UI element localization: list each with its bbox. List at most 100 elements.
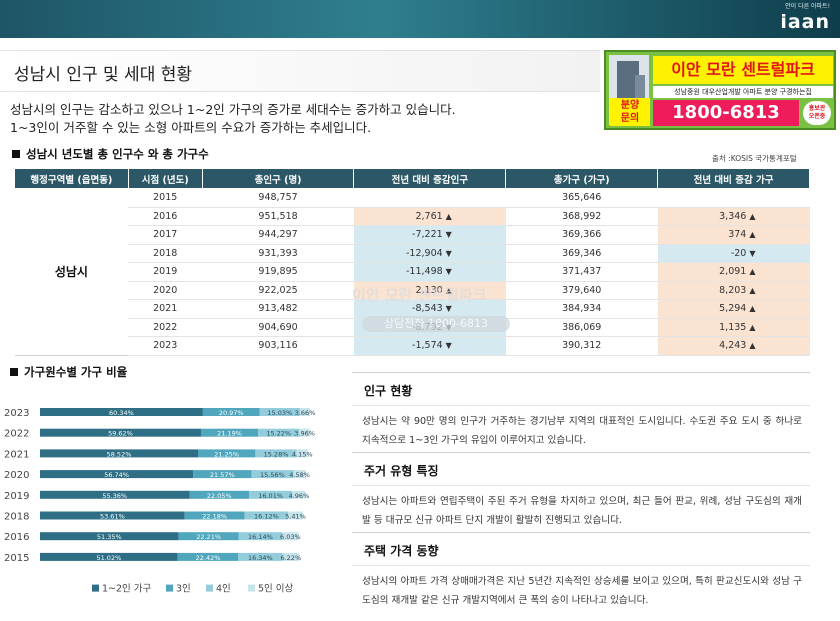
- chart-data-label: 15.22%: [266, 430, 291, 438]
- chart-data-label: 22.05%: [207, 492, 232, 500]
- pop-change-value: -7,221: [412, 229, 443, 241]
- chart-data-label: 51.35%: [97, 533, 122, 541]
- pop-change-value: -11,498: [406, 266, 443, 278]
- ad-badge: 홍보관 오픈중: [803, 101, 831, 125]
- chart-category-label: 2015: [4, 553, 29, 564]
- ad-complex-name: 이안 모란 센트럴파크: [653, 56, 833, 84]
- year-cell: 2017: [128, 225, 203, 245]
- chart-category-label: 2019: [4, 491, 29, 502]
- chart-bar-segment: [293, 470, 306, 479]
- triangle-up-icon: ▲: [749, 230, 756, 240]
- legend-swatch: [166, 584, 173, 592]
- watermark-phone: 상담전화 1800-6813: [362, 316, 510, 332]
- pop-change-value: -8,543: [412, 303, 443, 315]
- info-header-housing-type: 주거 유형 특징: [352, 452, 810, 486]
- chart-bar-segment: [193, 470, 252, 479]
- triangle-down-icon: ▼: [445, 341, 452, 351]
- brand-logo[interactable]: 안이 다른 아파트! iaan: [758, 3, 830, 35]
- table-row: 2021 913,482 -8,543 ▼ 384,934 5,294 ▲: [15, 299, 810, 319]
- pop-change-value: -1,574: [412, 340, 443, 352]
- chart-data-label: 4.58%: [289, 471, 310, 479]
- chart-data-label: 55.36%: [102, 492, 127, 500]
- chart-bar-segment: [202, 408, 260, 416]
- hh-change-cell: 2,091 ▲: [657, 262, 810, 282]
- header-pop-change: 전년 대비 증감인구: [353, 168, 507, 189]
- hh-change-cell: 8,203 ▲: [657, 281, 810, 300]
- hh-change-cell: 1,135 ▲: [657, 318, 810, 337]
- ad-phone-number[interactable]: 1800-6813: [653, 100, 799, 126]
- info-header-population: 인구 현황: [352, 372, 810, 406]
- chart-data-label: 21.57%: [210, 471, 235, 479]
- population-cell: 931,393: [202, 244, 354, 263]
- population-cell: 951,518: [202, 207, 354, 226]
- title-bar: 성남시 인구 및 세대 현황: [0, 50, 600, 92]
- population-cell: 903,116: [202, 336, 354, 356]
- households-cell: 371,437: [505, 262, 658, 282]
- pop-change-cell: -7,221 ▼: [353, 225, 506, 245]
- households-cell: 369,346: [505, 244, 658, 263]
- chart-section-title: 가구원수별 가구 비율: [24, 365, 128, 379]
- brand-tagline: 안이 다른 아파트!: [785, 3, 830, 10]
- triangle-up-icon: ▲: [749, 267, 756, 277]
- chart-data-label: 53.61%: [100, 513, 125, 521]
- chart-bar-segment: [238, 532, 283, 541]
- chart-bar-segment: [244, 511, 289, 520]
- chart-data-label: 4.15%: [292, 450, 313, 458]
- hh-change-value: 4,243: [719, 340, 747, 352]
- watermark: 이안 모란 센트럴파크 상담전화 1800-6813: [352, 282, 520, 334]
- chart-data-label: 6.03%: [280, 533, 301, 541]
- info-body-price-trend: 성남시의 아파트 가격 상매매가격은 지난 5년간 지속적인 상승세를 보이고 …: [362, 576, 802, 606]
- header-households: 총가구 (가구): [505, 168, 659, 189]
- hh-change-value: 2,091: [719, 266, 747, 278]
- chart-bar-segment: [40, 449, 199, 458]
- hh-change-value: 374: [728, 229, 747, 241]
- households-cell: 390,312: [505, 336, 658, 356]
- ad-badge-line1: 홍보관: [808, 105, 826, 112]
- year-cell: 2023: [128, 336, 203, 356]
- legend-label: 3인: [176, 584, 191, 595]
- chart-bar-segment: [282, 532, 299, 541]
- table-row: 2020 922,025 2,130 ▲ 379,640 8,203 ▲: [15, 281, 810, 300]
- legend-label: 1~2인 가구: [102, 584, 152, 595]
- chart-bar-segment: [258, 428, 300, 437]
- chart-data-label: 15.28%: [264, 450, 289, 458]
- population-cell: 919,895: [202, 262, 354, 282]
- chart-bar-segment: [40, 408, 203, 416]
- ad-banner[interactable]: 이안 모란 센트럴파크 성남중원 대우산업개발 아파트 분양 구경하는집 분양 …: [604, 50, 836, 130]
- legend-label: 4인: [216, 584, 231, 595]
- table-section-heading: 성남시 년도별 총 인구수 와 총 가구수: [12, 146, 209, 162]
- pop-change-value: 2,130: [415, 284, 443, 296]
- hh-change-value: 1,135: [719, 321, 747, 333]
- header-population: 총인구 (명): [201, 168, 355, 189]
- chart-bar-segment: [40, 511, 185, 520]
- chart-category-label: 2018: [4, 512, 29, 523]
- hh-change-cell: [657, 188, 810, 208]
- triangle-up-icon: ▲: [749, 341, 756, 351]
- table-row: 2019 919,895 -11,498 ▼ 371,437 2,091 ▲: [15, 262, 810, 282]
- chart-data-label: 59.62%: [108, 430, 133, 438]
- population-cell: 948,757: [202, 188, 354, 208]
- triangle-down-icon: ▼: [749, 248, 756, 258]
- households-cell: 365,646: [505, 188, 658, 208]
- chart-data-label: 4.96%: [289, 492, 310, 500]
- triangle-up-icon: ▲: [445, 285, 452, 295]
- brand-wordmark: iaan: [780, 11, 830, 33]
- year-cell: 2015: [128, 188, 203, 208]
- chart-bar-segment: [282, 552, 300, 561]
- triangle-up-icon: ▲: [749, 285, 756, 295]
- table-row: 성남시 2015 948,757 365,646: [14, 188, 810, 356]
- chart-data-label: 21.19%: [217, 430, 242, 438]
- year-cell: 2018: [128, 244, 203, 263]
- legend-swatch: [92, 584, 99, 592]
- pop-change-cell: -12,904 ▼: [353, 244, 506, 263]
- chart-data-label: 15.56%: [260, 471, 285, 479]
- chart-data-label: 16.12%: [254, 513, 279, 521]
- intro-line-1: 성남시의 인구는 감소하고 있으나 1~2인 가구의 증가로 세대수는 증가하고…: [10, 102, 456, 117]
- chart-bar-segment: [292, 490, 306, 499]
- triangle-down-icon: ▼: [445, 267, 452, 277]
- triangle-down-icon: ▼: [445, 230, 452, 240]
- pop-change-value: 2,761: [415, 210, 443, 222]
- chart-bar-segment: [288, 511, 303, 520]
- ad-inquiry-label: 분양 문의: [610, 98, 650, 126]
- chart-bar-segment: [299, 428, 310, 437]
